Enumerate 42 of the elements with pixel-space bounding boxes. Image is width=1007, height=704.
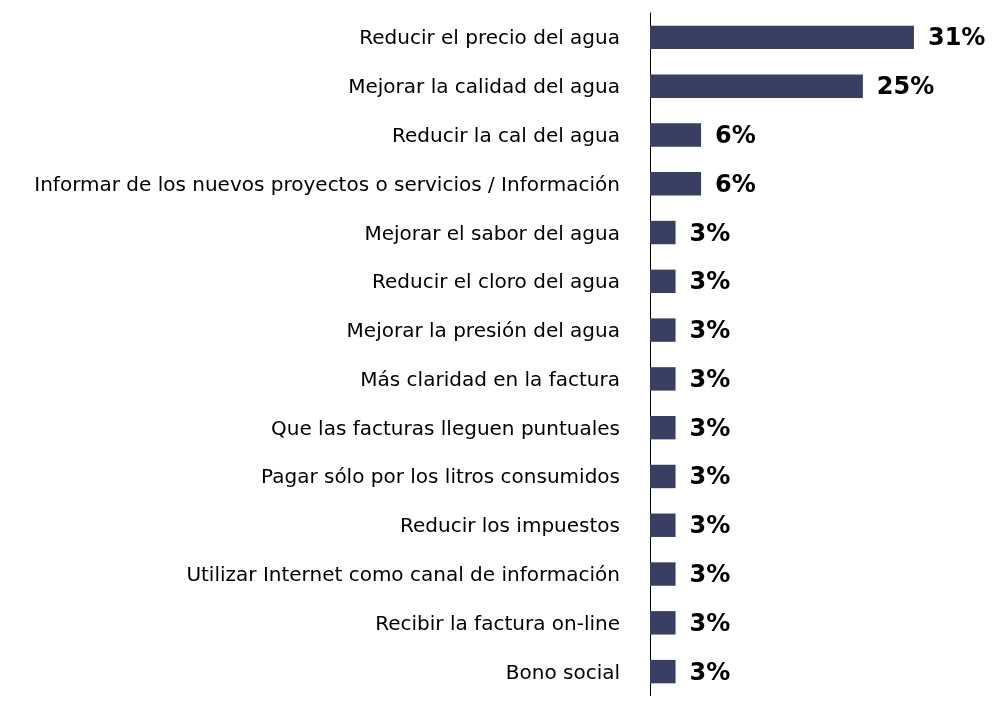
data-label: 6% (715, 169, 756, 198)
y-tick-label: Pagar sólo por los litros consumidos (261, 464, 620, 489)
bar (650, 269, 676, 294)
data-label: 3% (689, 364, 731, 393)
bar (650, 464, 676, 489)
data-label: 3% (689, 462, 731, 491)
bar (650, 318, 676, 342)
bar (650, 123, 702, 147)
bar (650, 25, 914, 50)
y-tick-label: Mejorar el sabor del agua (364, 220, 620, 245)
data-label: 31% (927, 23, 986, 52)
data-label: 3% (689, 657, 731, 686)
bar (650, 172, 702, 196)
y-tick-label: Utilizar Internet como canal de información (186, 562, 620, 587)
data-label: 3% (689, 511, 731, 540)
bar (650, 611, 676, 635)
y-tick-label: Informar de los nuevos proyectos o servicios / Información (34, 171, 620, 196)
bar (650, 659, 676, 684)
y-tick-label: Reducir el cloro del agua (372, 269, 620, 294)
y-tick-label: Recibir la factura on-line (375, 610, 620, 635)
y-tick-label: Reducir el precio del agua (359, 25, 620, 50)
bar (650, 74, 863, 98)
data-label: 25% (876, 72, 935, 101)
data-label: 3% (689, 560, 731, 589)
y-tick-label: Reducir la cal del agua (392, 122, 620, 147)
data-label: 3% (689, 316, 731, 345)
y-tick-label: Mejorar la presión del agua (346, 318, 620, 343)
bar (650, 367, 676, 391)
bar (650, 220, 676, 245)
bar (650, 562, 676, 586)
y-tick-label: Reducir los impuestos (399, 513, 620, 538)
data-label: 3% (689, 218, 731, 247)
data-label: 3% (689, 267, 731, 296)
bar (650, 513, 676, 537)
data-label: 6% (715, 120, 756, 149)
y-tick-label: Que las facturas lleguen puntuales (271, 415, 620, 440)
y-tick-label: Bono social (505, 659, 620, 684)
data-label: 3% (689, 413, 731, 442)
y-tick-label: Mejorar la calidad del agua (348, 74, 620, 99)
bar (650, 415, 676, 440)
data-label: 3% (689, 608, 731, 637)
y-tick-label: Más claridad en la factura (360, 366, 620, 391)
